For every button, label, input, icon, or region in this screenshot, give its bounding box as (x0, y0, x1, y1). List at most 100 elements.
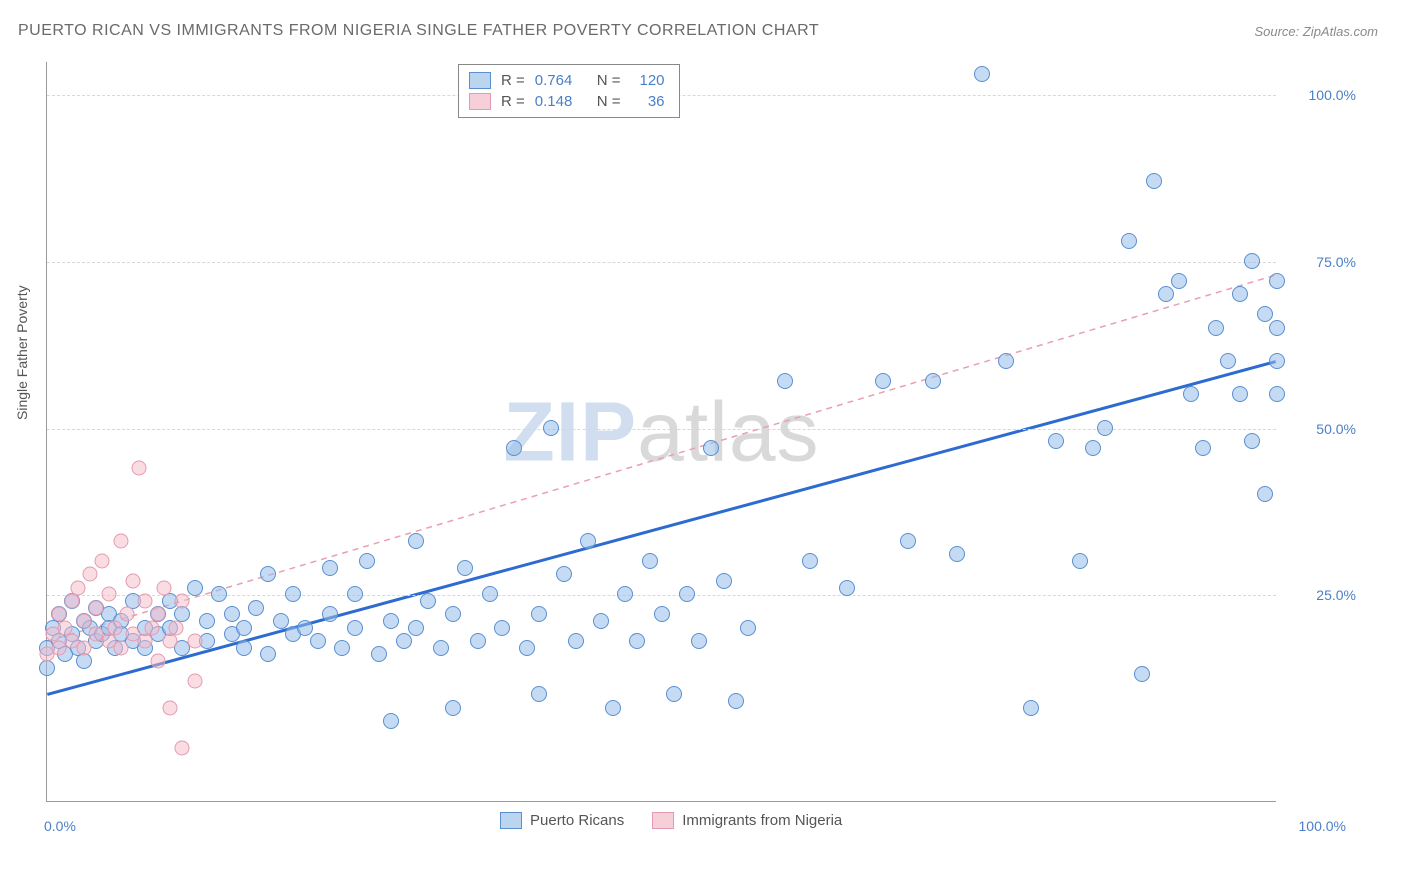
legend-r-value: 0.764 (535, 72, 587, 89)
legend-swatch (469, 72, 491, 89)
watermark-atlas: atlas (637, 384, 819, 478)
data-point (900, 533, 916, 549)
data-point (617, 586, 633, 602)
data-point (248, 600, 264, 616)
data-point (113, 640, 128, 655)
data-point (150, 654, 165, 669)
data-point (199, 613, 215, 629)
gridline (47, 595, 1276, 596)
trend-line (47, 275, 1275, 641)
data-point (187, 580, 203, 596)
data-point (175, 740, 190, 755)
data-point (187, 674, 202, 689)
x-axis-min-label: 0.0% (44, 818, 76, 834)
correlation-legend: R = 0.764 N = 120 R =0.148N =36 (458, 64, 680, 118)
data-point (519, 640, 535, 656)
data-point (642, 553, 658, 569)
data-point (568, 633, 584, 649)
source-attribution: Source: ZipAtlas.com (1254, 24, 1378, 39)
data-point (322, 606, 338, 622)
data-point (150, 607, 165, 622)
legend-n-value: 120 (631, 72, 665, 89)
data-point (39, 660, 55, 676)
data-point (70, 580, 85, 595)
data-point (310, 633, 326, 649)
data-point (359, 553, 375, 569)
data-point (101, 587, 116, 602)
data-point (371, 646, 387, 662)
data-point (408, 533, 424, 549)
data-point (1072, 553, 1088, 569)
data-point (949, 546, 965, 562)
data-point (494, 620, 510, 636)
legend-r-label: R = (501, 93, 525, 110)
data-point (322, 560, 338, 576)
data-point (1097, 420, 1113, 436)
data-point (925, 373, 941, 389)
data-point (163, 634, 178, 649)
data-point (260, 646, 276, 662)
data-point (138, 634, 153, 649)
legend-row: R = 0.764 N = 120 (469, 70, 665, 91)
data-point (445, 606, 461, 622)
y-tick-label: 25.0% (1316, 587, 1356, 603)
data-point (347, 586, 363, 602)
legend-n-label: N = (597, 72, 621, 89)
y-tick-label: 50.0% (1316, 421, 1356, 437)
trend-lines (47, 62, 1276, 801)
data-point (169, 620, 184, 635)
data-point (654, 606, 670, 622)
data-point (83, 567, 98, 582)
data-point (113, 534, 128, 549)
data-point (1171, 273, 1187, 289)
data-point (1048, 433, 1064, 449)
series-legend-item: Puerto Ricans (500, 812, 624, 829)
data-point (482, 586, 498, 602)
data-point (740, 620, 756, 636)
data-point (531, 686, 547, 702)
data-point (396, 633, 412, 649)
data-point (285, 586, 301, 602)
legend-swatch (469, 93, 491, 110)
data-point (1085, 440, 1101, 456)
gridline (47, 262, 1276, 263)
data-point (1220, 353, 1236, 369)
data-point (76, 653, 92, 669)
data-point (89, 600, 104, 615)
data-point (974, 66, 990, 82)
y-tick-label: 75.0% (1316, 254, 1356, 270)
data-point (802, 553, 818, 569)
data-point (1146, 173, 1162, 189)
data-point (1269, 320, 1285, 336)
watermark-zip: ZIP (503, 384, 637, 478)
data-point (1183, 386, 1199, 402)
data-point (1257, 486, 1273, 502)
data-point (445, 700, 461, 716)
data-point (1257, 306, 1273, 322)
data-point (132, 460, 147, 475)
legend-row: R =0.148N =36 (469, 91, 665, 112)
data-point (556, 566, 572, 582)
y-tick-label: 100.0% (1309, 87, 1356, 103)
data-point (126, 574, 141, 589)
chart-title: PUERTO RICAN VS IMMIGRANTS FROM NIGERIA … (18, 22, 819, 40)
data-point (531, 606, 547, 622)
legend-r-label: R = (501, 72, 525, 89)
data-point (1208, 320, 1224, 336)
series-legend: Puerto RicansImmigrants from Nigeria (500, 812, 842, 829)
data-point (138, 594, 153, 609)
data-point (1195, 440, 1211, 456)
data-point (408, 620, 424, 636)
y-axis-title: Single Father Poverty (14, 285, 30, 420)
data-point (187, 634, 202, 649)
data-point (691, 633, 707, 649)
data-point (347, 620, 363, 636)
data-point (1244, 253, 1260, 269)
data-point (1269, 353, 1285, 369)
data-point (1232, 386, 1248, 402)
data-point (76, 614, 91, 629)
legend-n-value: 36 (631, 93, 665, 110)
data-point (119, 607, 134, 622)
data-point (679, 586, 695, 602)
data-point (76, 640, 91, 655)
